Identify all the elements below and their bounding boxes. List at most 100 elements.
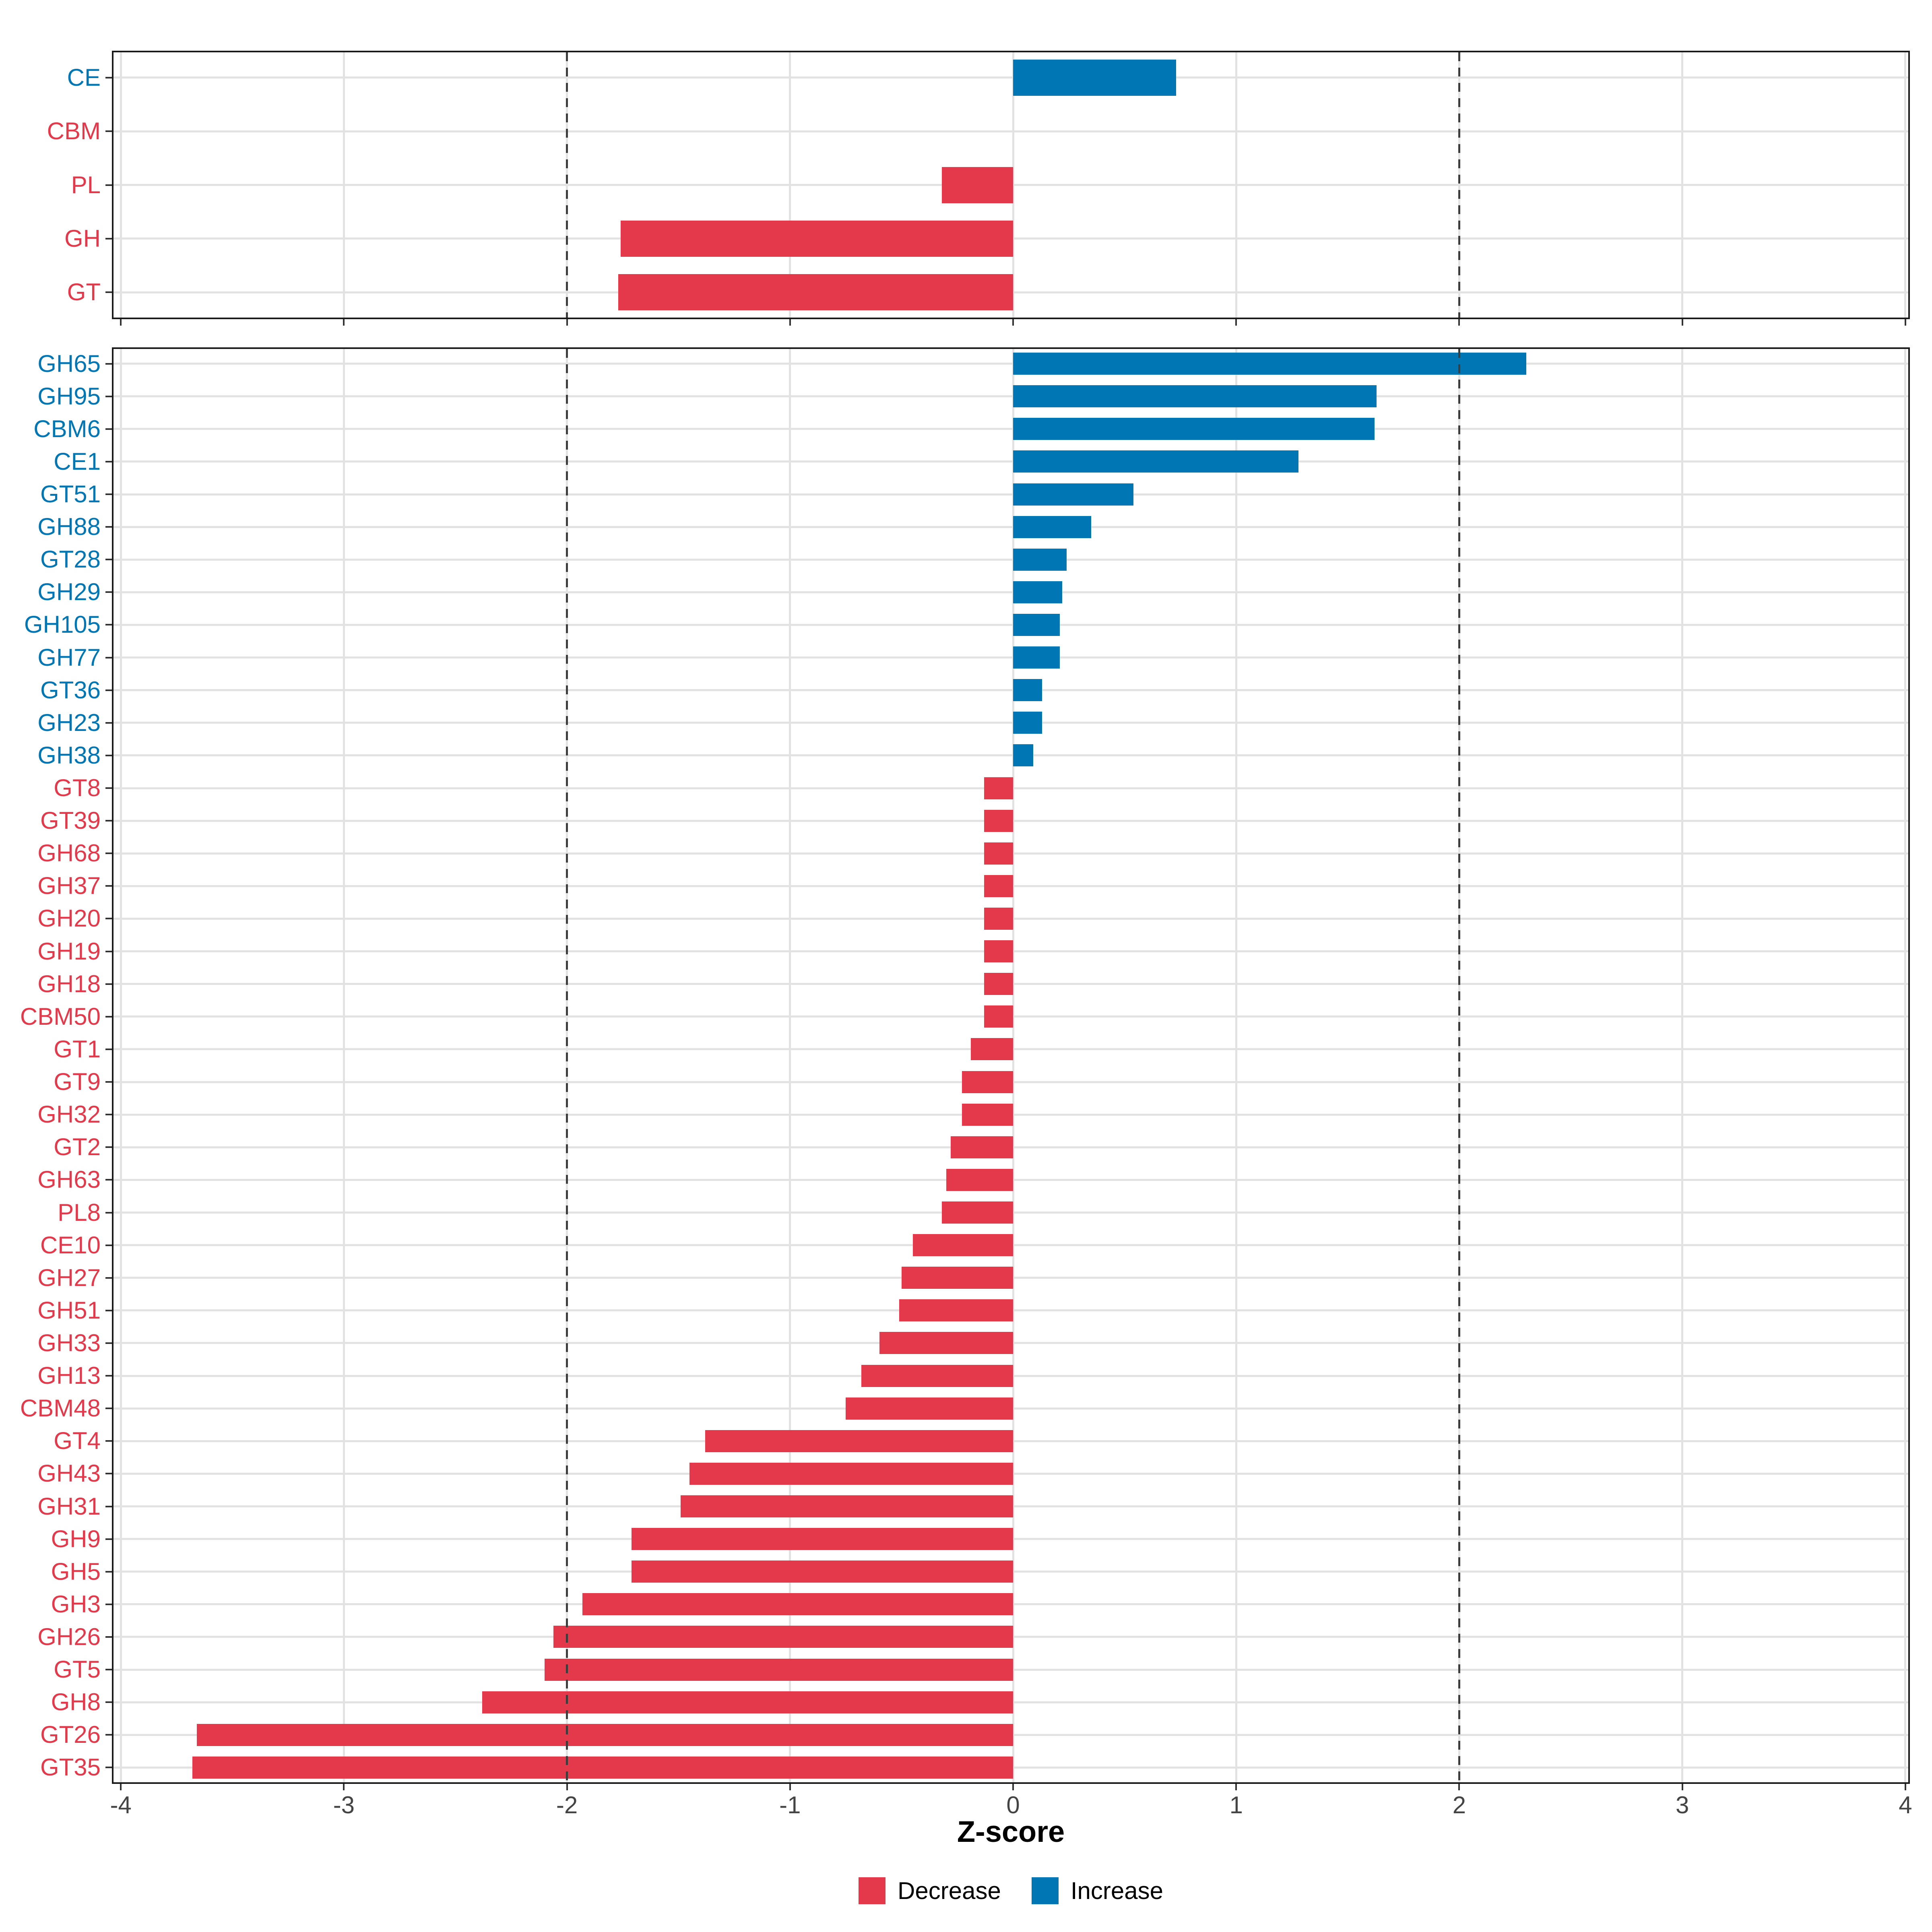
- x-tick-label: -2: [556, 1792, 578, 1818]
- legend-label-decrease: Decrease: [898, 1877, 1001, 1904]
- y-axis-tick: [105, 1505, 112, 1507]
- y-category-label: GH20: [37, 905, 101, 932]
- x-tick-label: -4: [110, 1792, 132, 1818]
- y-axis-tick: [105, 689, 112, 691]
- y-category-label: GT5: [54, 1656, 101, 1683]
- bar-CBM6: [1013, 418, 1375, 440]
- y-category-label: GH13: [37, 1362, 101, 1389]
- reference-line: [566, 349, 568, 1782]
- bar-GH77: [1013, 646, 1060, 669]
- x-gridline: [789, 349, 791, 1782]
- y-axis-tick: [105, 237, 112, 239]
- bar-GT1: [970, 1038, 1013, 1061]
- bar-CBM48: [846, 1397, 1013, 1420]
- x-axis-tick: [1904, 1784, 1906, 1790]
- y-axis-tick: [105, 1179, 112, 1181]
- bar-CE10: [912, 1234, 1013, 1257]
- y-category-label: GT35: [40, 1754, 101, 1781]
- y-category-label: GH18: [37, 970, 101, 997]
- x-axis-tick: [120, 319, 122, 326]
- x-gridline: [120, 349, 122, 1782]
- x-tick-label: -3: [333, 1792, 355, 1818]
- bar-GH19: [984, 940, 1013, 963]
- x-axis-tick: [1012, 319, 1014, 326]
- x-axis-tick: [566, 319, 568, 326]
- y-category-label: GT: [67, 279, 101, 306]
- x-tick-label: 1: [1229, 1792, 1243, 1818]
- bar-CE1: [1013, 450, 1299, 473]
- x-axis-tick: [1235, 319, 1237, 326]
- y-category-label: CE10: [40, 1231, 101, 1259]
- y-category-label: CBM48: [20, 1395, 101, 1422]
- legend-item-decrease: Decrease: [859, 1877, 1001, 1904]
- bar-GH32: [962, 1103, 1013, 1126]
- y-category-label: GH77: [37, 644, 101, 671]
- x-axis-tick: [566, 1784, 568, 1790]
- y-gridline: [114, 395, 1908, 398]
- bar-GH18: [984, 973, 1013, 995]
- bar-GT51: [1013, 483, 1134, 506]
- y-gridline: [114, 722, 1908, 724]
- y-category-label: GH65: [37, 350, 101, 377]
- y-category-label: CE1: [54, 448, 101, 475]
- bar-GH33: [879, 1332, 1013, 1354]
- x-axis-tick: [789, 1784, 791, 1790]
- bar-GT9: [962, 1071, 1013, 1093]
- y-category-label: GH63: [37, 1166, 101, 1193]
- bar-GH27: [901, 1267, 1013, 1289]
- y-axis-tick: [105, 1571, 112, 1573]
- bar-PL: [941, 167, 1013, 203]
- y-axis-tick: [105, 1636, 112, 1638]
- x-axis-tick: [120, 1784, 122, 1790]
- y-category-label: GT36: [40, 676, 101, 704]
- x-axis-tick: [343, 1784, 345, 1790]
- y-category-label: GH37: [37, 872, 101, 900]
- y-category-label: GH8: [51, 1688, 101, 1716]
- y-axis-tick: [105, 460, 112, 462]
- y-axis-tick: [105, 722, 112, 724]
- bar-CBM50: [984, 1005, 1013, 1028]
- reference-line: [566, 52, 568, 318]
- bar-GH5: [632, 1560, 1013, 1583]
- bar-GH26: [553, 1626, 1013, 1648]
- x-tick-label: 0: [1006, 1792, 1020, 1818]
- x-axis-tick: [1681, 1784, 1683, 1790]
- y-category-label: GH88: [37, 513, 101, 541]
- y-category-label: GT26: [40, 1721, 101, 1748]
- x-axis-tick: [343, 319, 345, 326]
- y-category-label: GH33: [37, 1329, 101, 1356]
- bar-GH23: [1013, 712, 1042, 734]
- bar-GH95: [1013, 385, 1377, 408]
- bar-PL8: [941, 1201, 1013, 1224]
- y-category-label: GT1: [54, 1035, 101, 1063]
- y-category-label: GH105: [24, 611, 101, 638]
- x-gridline: [1235, 349, 1237, 1782]
- y-category-label: GH32: [37, 1101, 101, 1128]
- y-axis-tick: [105, 363, 112, 365]
- y-axis-tick: [105, 1016, 112, 1018]
- bar-GH68: [984, 842, 1013, 865]
- bar-GH65: [1013, 353, 1526, 375]
- bottom-panel: [112, 347, 1910, 1784]
- y-category-label: GT9: [54, 1068, 101, 1096]
- y-axis-tick: [105, 184, 112, 186]
- y-gridline: [114, 689, 1908, 691]
- legend-swatch-decrease: [859, 1877, 886, 1904]
- legend-item-increase: Increase: [1031, 1877, 1163, 1904]
- y-axis-tick: [105, 1081, 112, 1083]
- y-axis-tick: [105, 983, 112, 985]
- y-gridline: [114, 526, 1908, 528]
- x-tick-label: -1: [779, 1792, 801, 1818]
- y-category-label: GH51: [37, 1296, 101, 1324]
- y-category-label: GH95: [37, 382, 101, 410]
- bar-GT4: [705, 1430, 1013, 1452]
- x-axis-tick: [789, 319, 791, 326]
- x-gridline: [1681, 349, 1684, 1782]
- y-axis-tick: [105, 1114, 112, 1116]
- y-category-label: PL: [71, 171, 101, 198]
- y-gridline: [114, 656, 1908, 659]
- y-axis-tick: [105, 395, 112, 397]
- x-tick-label: 4: [1899, 1792, 1912, 1818]
- y-gridline: [114, 76, 1908, 79]
